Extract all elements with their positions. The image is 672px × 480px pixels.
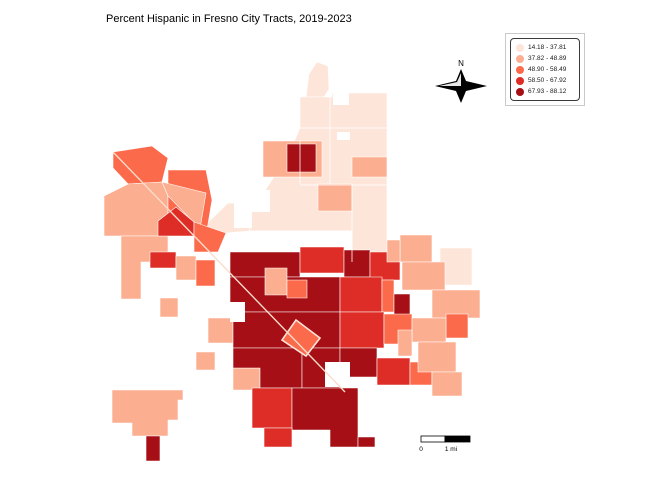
tract-polygon [232, 367, 261, 391]
tract-polygon [195, 259, 216, 287]
tract-polygon [286, 143, 317, 173]
tract-polygon [305, 61, 330, 98]
legend-item: 48.90 - 58.49 [516, 65, 574, 74]
tract-polygon [339, 311, 385, 349]
tract-polygon [145, 435, 161, 462]
tract-polygon [386, 239, 401, 263]
page-title: Percent Hispanic in Fresno City Tracts, … [106, 13, 352, 25]
tract-polygon [417, 341, 457, 373]
tract-polygon [175, 255, 197, 281]
tract-polygon [157, 206, 195, 237]
legend-label: 58.50 - 67.92 [528, 77, 567, 84]
tract-polygon [286, 279, 308, 299]
legend-item: 58.50 - 67.92 [516, 76, 574, 85]
tract-polygon [343, 249, 371, 278]
north-arrow-label: N [458, 59, 464, 68]
tract-polygon [112, 145, 169, 185]
scale-bar-mile-label: 1 mi [445, 446, 457, 453]
legend-label: 37.82 - 48.89 [528, 55, 567, 62]
legend-swatch-icon [516, 43, 524, 52]
tract-polygon [431, 371, 463, 397]
tract-polygon [376, 357, 411, 386]
tract-polygon [195, 351, 216, 371]
map-hole [333, 92, 349, 105]
legend-swatch-icon [516, 65, 524, 74]
tract-polygon [299, 246, 345, 274]
tracts-layer [103, 61, 481, 462]
legend-item: 14.18 - 37.81 [516, 43, 574, 52]
map-hole [234, 176, 270, 228]
tract-polygon [411, 317, 447, 343]
tract-polygon [317, 183, 353, 212]
tract-polygon [149, 251, 177, 269]
tract-boundary-lines [112, 97, 387, 393]
map-hole [230, 302, 245, 322]
legend-label: 67.93 - 88.12 [528, 88, 567, 95]
tract-polygon [397, 329, 413, 357]
tract-polygon [339, 276, 383, 313]
tract-polygon [431, 289, 481, 319]
scale-bar-segment-white [420, 435, 446, 443]
tract-polygon [207, 317, 234, 344]
legend-label: 48.90 - 58.49 [528, 66, 567, 73]
tract-polygon [251, 387, 293, 429]
tract-polygon [399, 234, 433, 263]
map-hole [325, 362, 350, 387]
north-arrow: N [435, 59, 487, 103]
scale-bar-zero-label: 0 [419, 446, 423, 453]
map-holes-layer [230, 92, 350, 387]
legend-swatch-icon [516, 54, 524, 63]
tract-polygon [159, 297, 179, 318]
legend-swatch-icon [516, 76, 524, 85]
legend-item: 37.82 - 48.89 [516, 54, 574, 63]
tract-polygon [401, 261, 446, 291]
legend-box: 14.18 - 37.81 37.82 - 48.89 48.90 - 58.49 5… [510, 38, 580, 101]
tract-polygon [263, 427, 293, 448]
tract-polygon [381, 279, 395, 313]
tract-polygon [357, 436, 376, 448]
tract-polygon [291, 387, 359, 448]
map-legend: 14.18 - 37.81 37.82 - 48.89 48.90 - 58.49 5… [505, 33, 585, 106]
scale-bar: 0 1 mi [419, 435, 471, 453]
compass-star-highlight [439, 73, 461, 86]
legend-label: 14.18 - 37.81 [528, 44, 567, 51]
boundary-line [112, 151, 346, 393]
scale-bar-segment-black [444, 435, 471, 443]
legend-item: 67.93 - 88.12 [516, 87, 574, 96]
tract-polygon [280, 318, 322, 358]
tract-polygon [351, 156, 388, 178]
map-hole [252, 233, 300, 249]
tract-polygon [445, 313, 469, 339]
map-hole [337, 132, 350, 140]
tract-polygon [264, 267, 288, 296]
legend-swatch-icon [516, 87, 524, 96]
tract-polygon [111, 389, 184, 437]
